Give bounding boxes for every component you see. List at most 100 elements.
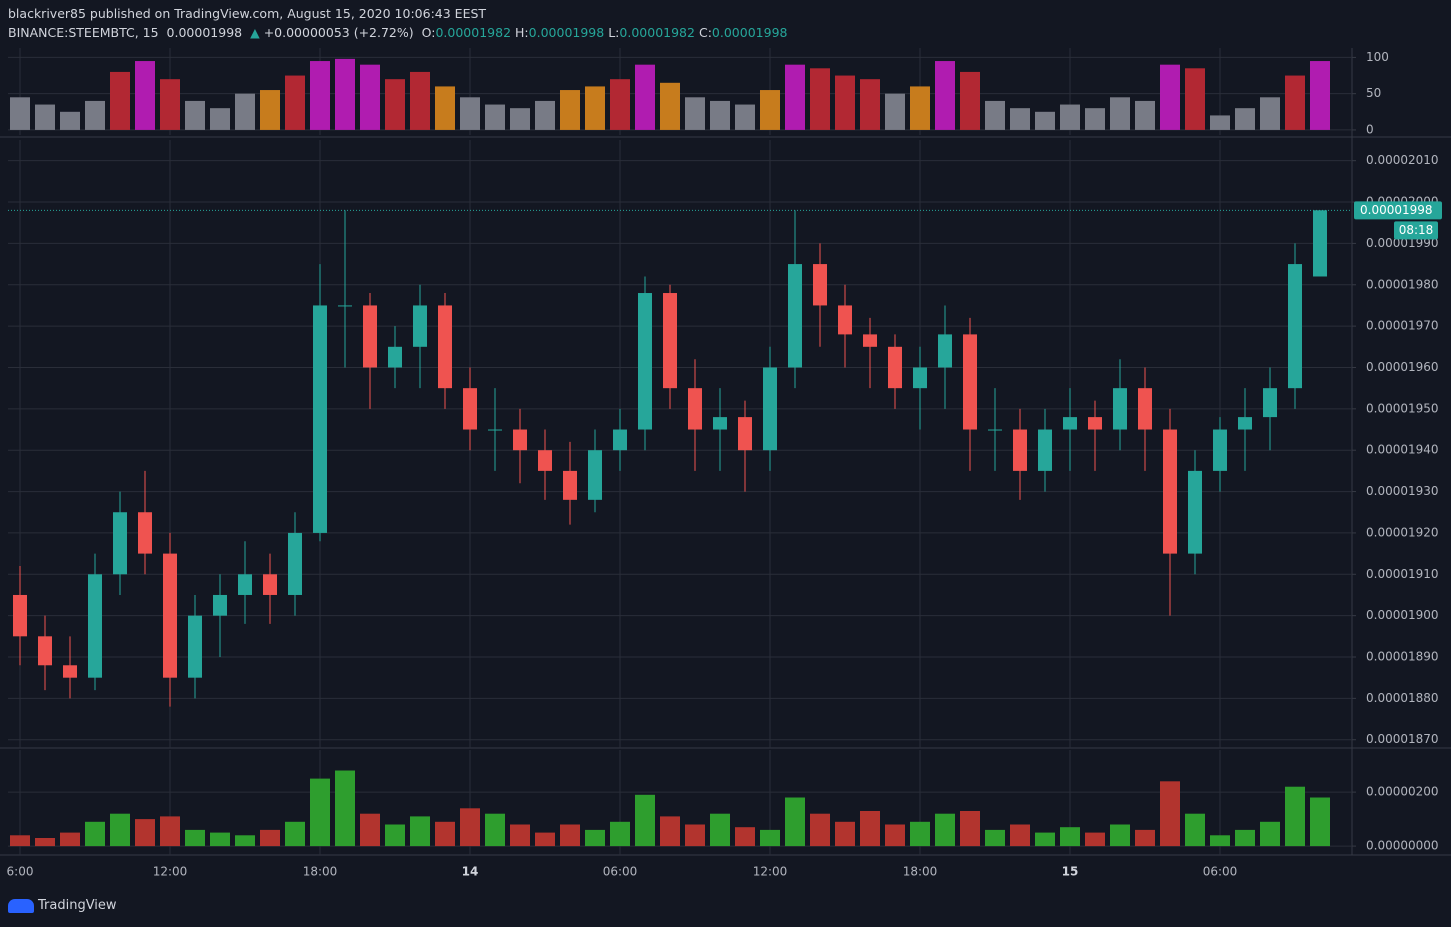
candle-body <box>188 615 202 678</box>
candle-body <box>1088 417 1102 430</box>
x-tick-label: 18:00 <box>303 865 338 879</box>
bar <box>685 97 705 130</box>
y-tick-label: 0.00001920 <box>1366 525 1439 539</box>
y-tick-label: 50 <box>1366 86 1381 100</box>
candle-body <box>13 594 27 637</box>
bar <box>585 86 605 130</box>
bar <box>785 797 805 847</box>
bar <box>985 100 1005 130</box>
bar <box>760 829 780 847</box>
bar <box>1010 108 1030 130</box>
y-tick-label: 0.00001960 <box>1366 360 1439 374</box>
ohlc-label: C: <box>698 25 712 40</box>
bar <box>1010 824 1030 847</box>
bar <box>935 813 955 847</box>
bar <box>460 97 480 130</box>
bar <box>1260 97 1280 130</box>
bar <box>710 100 730 130</box>
symbol: BINANCE:STEEMBTC, 15 <box>8 25 159 40</box>
bar <box>610 79 630 130</box>
bar <box>235 93 255 130</box>
ohlc-value: 0.00001982 <box>435 25 512 40</box>
candle-body <box>913 367 927 389</box>
bar <box>210 832 230 847</box>
bar <box>885 93 905 130</box>
candle-body <box>538 450 552 471</box>
candle-body <box>863 334 877 347</box>
bar <box>1035 832 1055 847</box>
logo-icon <box>8 899 34 913</box>
candle-body <box>963 334 977 430</box>
candle-body <box>463 388 477 430</box>
bar <box>1085 832 1105 847</box>
y-tick-label: 0.00001880 <box>1366 691 1439 705</box>
bar <box>1210 115 1230 130</box>
publisher: blackriver85 published on TradingView.co… <box>8 6 487 21</box>
bar <box>835 75 855 130</box>
bar <box>285 821 305 847</box>
countdown-label: 08:18 <box>1399 223 1434 237</box>
candle-body <box>763 367 777 451</box>
candle-body <box>813 264 827 306</box>
bar <box>885 824 905 847</box>
candle-body <box>238 574 252 595</box>
bar <box>1160 64 1180 130</box>
bar <box>1210 835 1230 847</box>
bar <box>1110 824 1130 847</box>
bar <box>385 824 405 847</box>
bar <box>1235 829 1255 847</box>
candle-body <box>988 429 1002 431</box>
candle-body <box>513 429 527 451</box>
bar <box>285 75 305 130</box>
bar <box>485 813 505 847</box>
last-price-box <box>1354 201 1442 220</box>
bar <box>485 104 505 130</box>
bar <box>985 829 1005 847</box>
x-tick-label: 6:00 <box>7 865 34 879</box>
bar <box>1135 100 1155 130</box>
candle-body <box>738 417 752 451</box>
candle-body <box>1113 388 1127 430</box>
candle-body <box>213 594 227 616</box>
bar <box>1060 104 1080 130</box>
symbol-line: BINANCE:STEEMBTC, 15 0.00001998 ▲ +0.000… <box>8 25 795 40</box>
x-tick-label: 14 <box>462 865 479 879</box>
y-tick-label: 0.00001870 <box>1366 732 1439 746</box>
bar <box>1235 108 1255 130</box>
bar <box>1085 108 1105 130</box>
bar <box>160 79 180 130</box>
ohlc-label: H: <box>515 25 529 40</box>
candle-body <box>938 334 952 368</box>
bar <box>710 813 730 847</box>
bar <box>310 61 330 130</box>
bar <box>10 835 30 847</box>
candle-body <box>1138 388 1152 430</box>
bar <box>560 90 580 130</box>
bar <box>335 58 355 130</box>
candle-body <box>1013 429 1027 471</box>
bar <box>1310 797 1330 847</box>
x-tick-label: 12:00 <box>753 865 788 879</box>
bar <box>60 111 80 130</box>
bar <box>135 61 155 130</box>
y-tick-label: 0.00000000 <box>1366 839 1439 853</box>
candle-body <box>288 532 302 595</box>
bar <box>585 829 605 847</box>
candle-body <box>1188 470 1202 554</box>
bar <box>135 819 155 847</box>
y-tick-label: 0.00001990 <box>1366 236 1439 250</box>
bar <box>1260 821 1280 847</box>
y-tick-label: 100 <box>1366 50 1389 64</box>
bar <box>560 824 580 847</box>
bar <box>685 824 705 847</box>
candle-body <box>713 417 727 430</box>
y-tick-label: 0.00001930 <box>1366 484 1439 498</box>
x-tick-label: 06:00 <box>603 865 638 879</box>
y-tick-label: 0.00000200 <box>1366 785 1439 799</box>
bar <box>810 813 830 847</box>
bar <box>210 108 230 130</box>
y-tick-label: 0.00001980 <box>1366 277 1439 291</box>
candle-body <box>1163 429 1177 554</box>
candle-body <box>1063 417 1077 430</box>
bar <box>1310 61 1330 130</box>
